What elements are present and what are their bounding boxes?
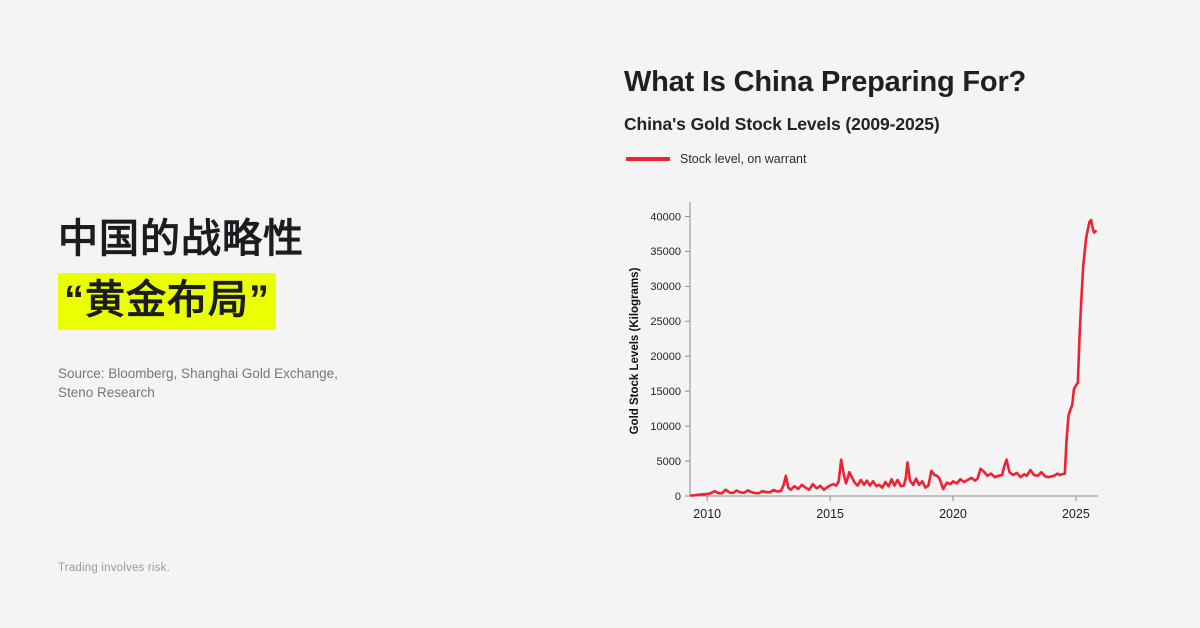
- chart-title: What Is China Preparing For?: [624, 66, 1027, 98]
- y-axis-ticks: 0 5000 10000 15000 20000 25000 30000 35000 40000: [650, 211, 690, 503]
- headline-line-2-wrapper: “黄金布局”: [58, 273, 276, 331]
- y-tick-label: 10000: [650, 421, 681, 433]
- y-tick-label: 20000: [650, 351, 681, 363]
- source-attribution: Source: Bloomberg, Shanghai Gold Exchang…: [58, 365, 388, 402]
- chart-subtitle: China's Gold Stock Levels (2009-2025): [624, 114, 940, 134]
- y-tick-label: 40000: [650, 211, 681, 223]
- chart-plot-area: 0 5000 10000 15000 20000 25000 30000 35000 40000…: [624, 196, 1104, 536]
- y-tick-label: 25000: [650, 316, 681, 328]
- x-axis-ticks: 2010 2015 2020 2025: [693, 496, 1090, 521]
- headline-block: 中国的战略性 “黄金布局”: [58, 216, 304, 331]
- x-tick-label: 2025: [1062, 507, 1090, 521]
- headline-line-1: 中国的战略性: [58, 217, 304, 261]
- source-line-1: Source: Bloomberg, Shanghai Gold Exchang…: [58, 366, 338, 381]
- y-axis-title: Gold Stock Levels (Kilograms): [629, 267, 641, 434]
- y-tick-label: 35000: [650, 246, 681, 258]
- legend-line-swatch-icon: [626, 157, 670, 161]
- headline-line-2-highlighted: “黄金布局”: [58, 273, 276, 331]
- right-panel: What Is China Preparing For? China's Gol…: [624, 0, 1184, 628]
- y-tick-label: 30000: [650, 281, 681, 293]
- y-tick-label: 5000: [657, 456, 681, 468]
- chart-legend: Stock level, on warrant: [626, 152, 806, 166]
- x-tick-label: 2020: [939, 507, 967, 521]
- y-tick-label: 0: [675, 491, 681, 503]
- y-tick-label: 15000: [650, 386, 681, 398]
- x-tick-label: 2015: [816, 507, 844, 521]
- source-line-2: Steno Research: [58, 384, 155, 400]
- series-stock-level-line: [689, 218, 1097, 497]
- x-tick-label: 2010: [693, 507, 721, 521]
- legend-label: Stock level, on warrant: [680, 152, 807, 166]
- risk-disclaimer: Trading involves risk.: [58, 562, 170, 574]
- left-panel: 中国的战略性 “黄金布局” Source: Bloomberg, Shangha…: [58, 0, 578, 628]
- line-chart: 0 5000 10000 15000 20000 25000 30000 35000 40000…: [629, 202, 1098, 521]
